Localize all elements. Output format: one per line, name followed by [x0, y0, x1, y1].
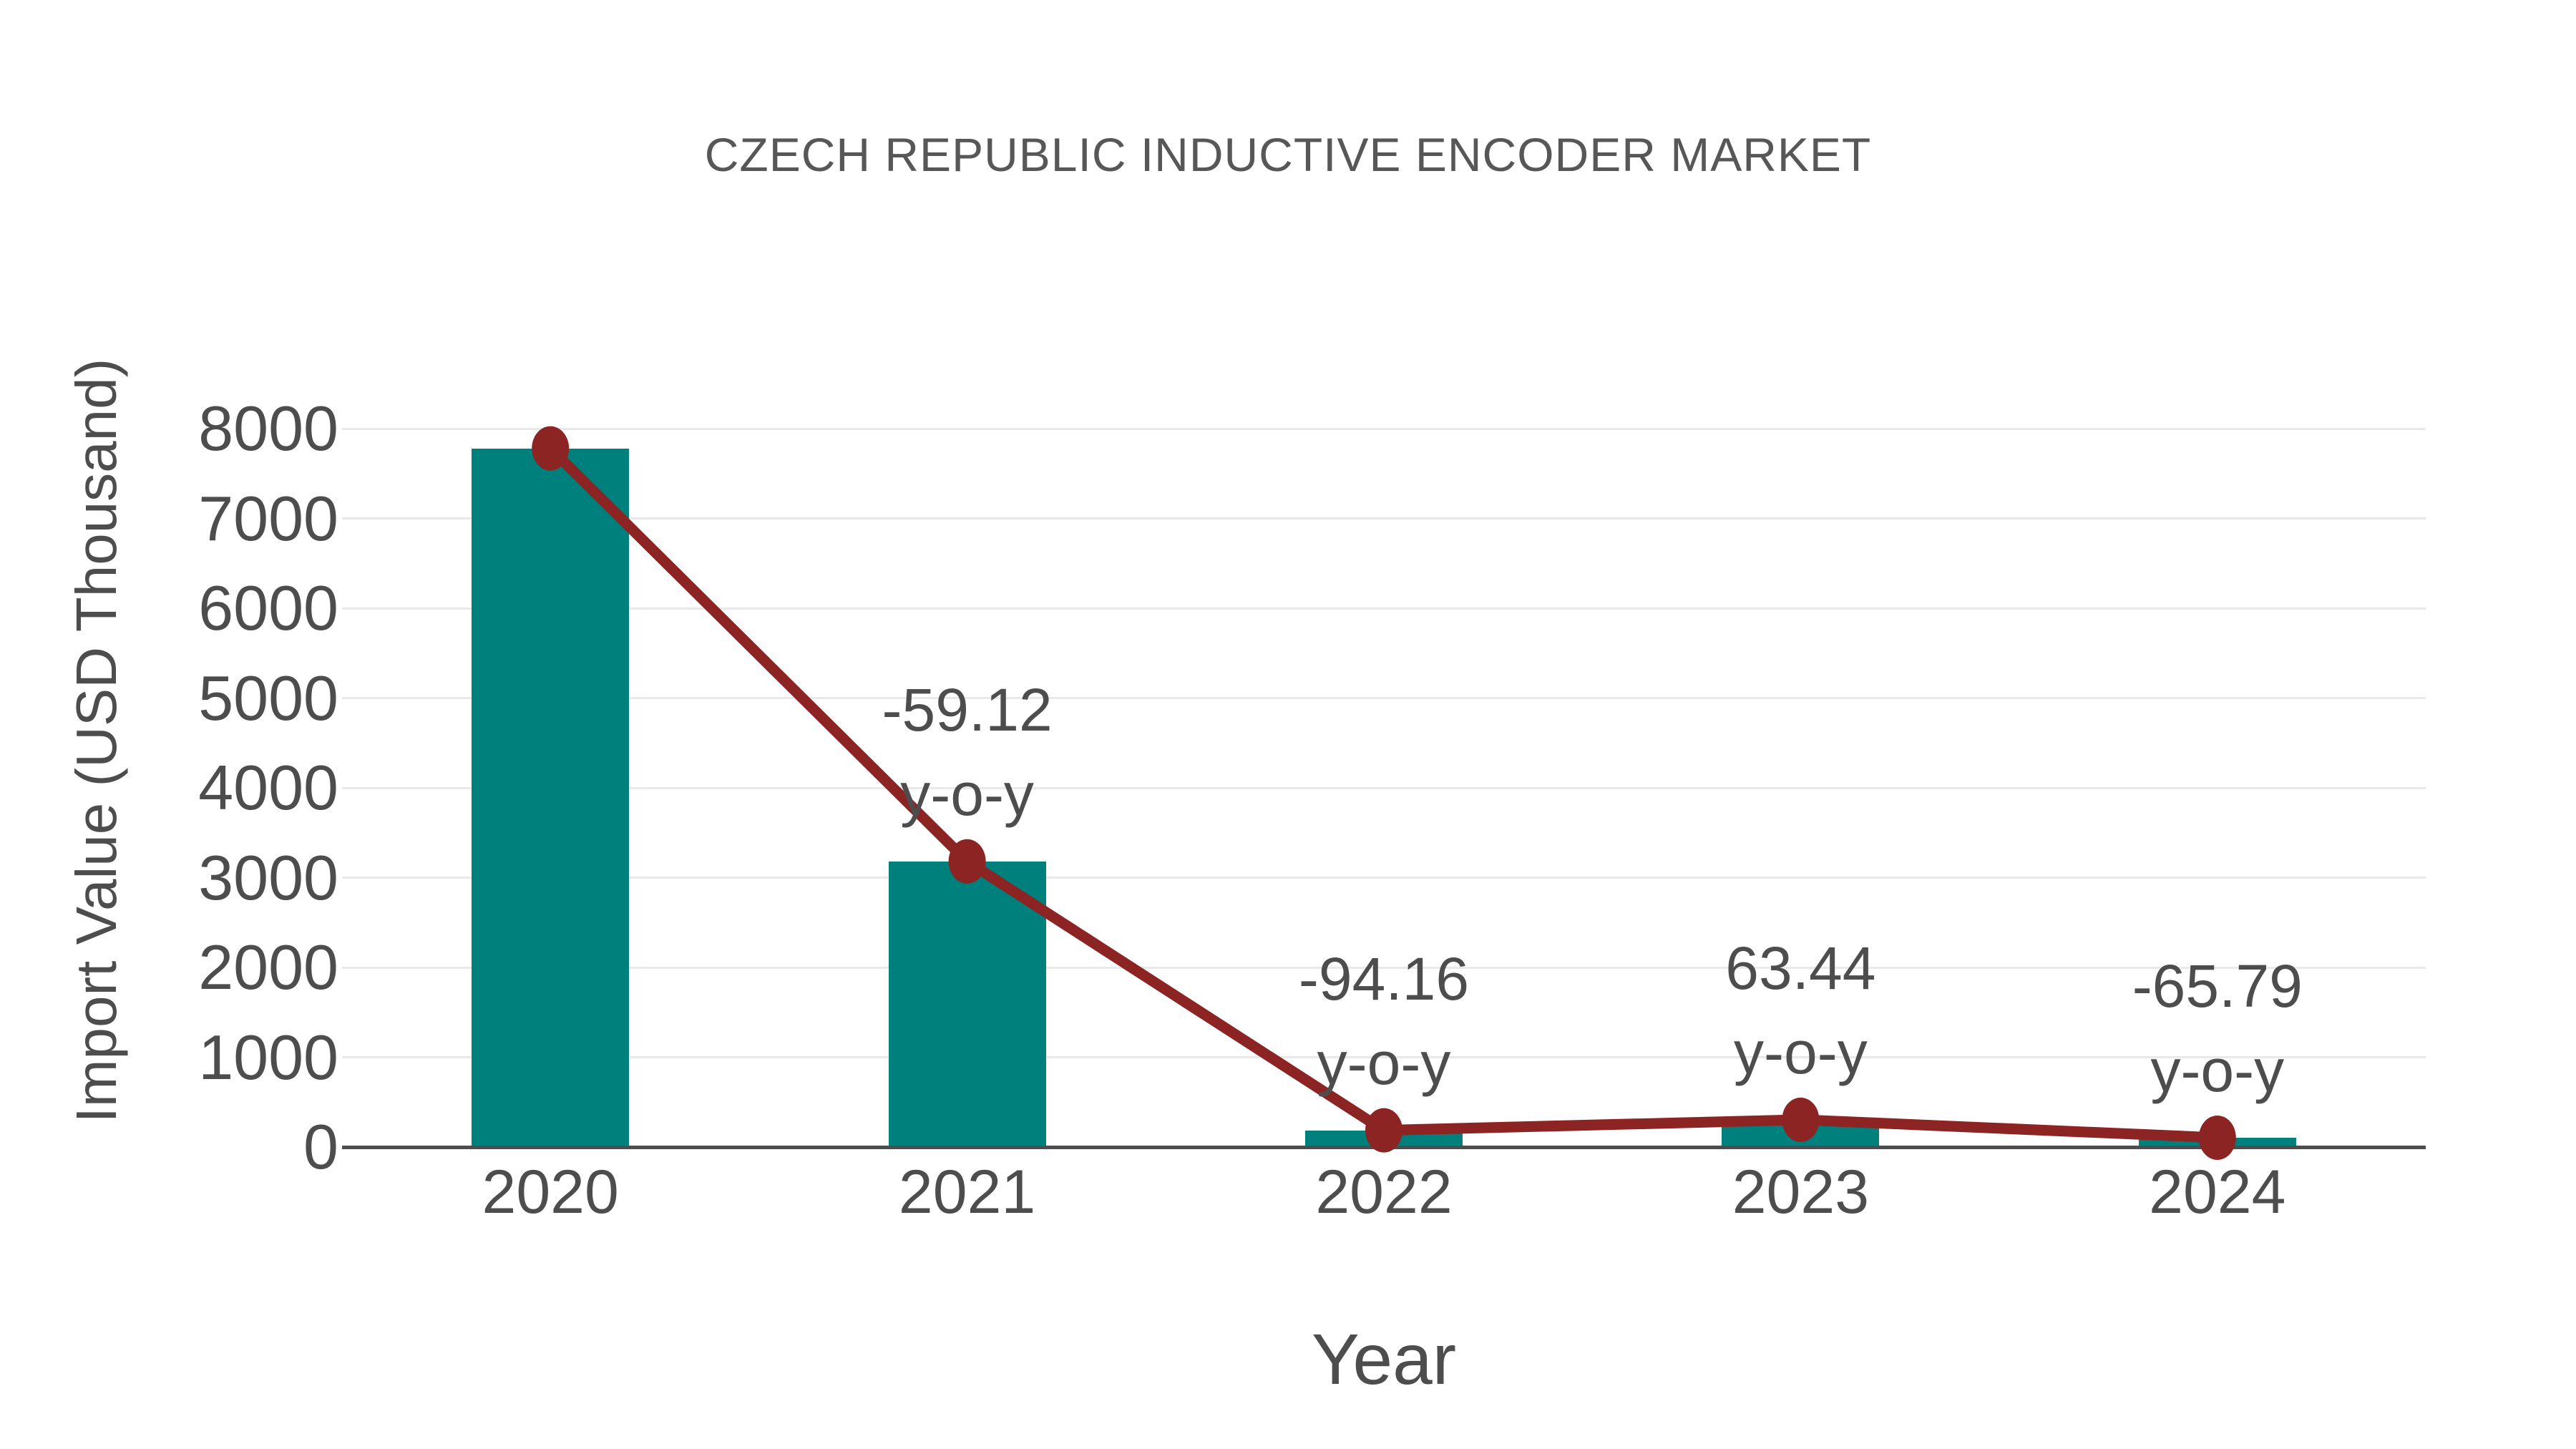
yoy-annotation-value-2021: -59.12	[882, 675, 1053, 743]
x-tick-label-2020: 2020	[482, 1158, 619, 1226]
bar-2020	[472, 448, 630, 1147]
gridline-4000	[342, 786, 2426, 789]
y-tick-label-4000: 4000	[198, 752, 338, 823]
x-tick-label-2022: 2022	[1315, 1158, 1453, 1226]
x-tick-label-2024: 2024	[2149, 1158, 2286, 1226]
gridline-5000	[342, 697, 2426, 699]
x-axis-line	[342, 1145, 2426, 1149]
chart-title: CZECH REPUBLIC INDUCTIVE ENCODER MARKET	[704, 128, 1872, 181]
yoy-annotation-suffix-2023: y-o-y	[1734, 1018, 1868, 1086]
y-tick-label-1000: 1000	[198, 1021, 338, 1093]
y-tick-label-5000: 5000	[198, 662, 338, 733]
x-axis-title: Year	[1311, 1319, 1457, 1400]
gridline-6000	[342, 607, 2426, 610]
gridline-7000	[342, 517, 2426, 519]
gridline-8000	[342, 427, 2426, 430]
yoy-annotation-value-2022: -94.16	[1298, 945, 1470, 1013]
yoy-annotation-suffix-2022: y-o-y	[1317, 1029, 1451, 1097]
bar-2022	[1305, 1130, 1463, 1147]
x-tick-label-2023: 2023	[1732, 1158, 1870, 1226]
yoy-annotation-value-2024: -65.79	[2132, 952, 2303, 1020]
y-tick-label-0: 0	[303, 1111, 338, 1182]
x-tick-label-2021: 2021	[898, 1158, 1036, 1226]
y-tick-label-6000: 6000	[198, 572, 338, 643]
bar-2021	[888, 861, 1046, 1147]
gridline-3000	[342, 877, 2426, 879]
yoy-annotation-value-2023: 63.44	[1725, 934, 1876, 1002]
yoy-annotation-suffix-2021: y-o-y	[900, 760, 1034, 828]
y-tick-label-8000: 8000	[198, 393, 338, 464]
yoy-annotation-suffix-2024: y-o-y	[2150, 1036, 2285, 1104]
bar-2023	[1722, 1119, 1880, 1147]
y-tick-label-2000: 2000	[198, 932, 338, 1002]
y-tick-label-7000: 7000	[198, 482, 338, 554]
y-tick-label-3000: 3000	[198, 841, 338, 913]
